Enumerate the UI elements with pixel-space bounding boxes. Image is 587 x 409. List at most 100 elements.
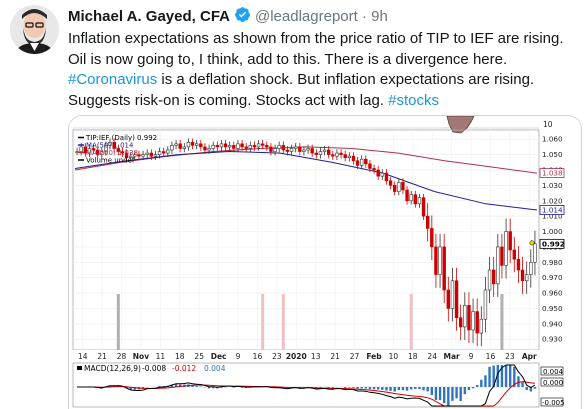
candle-body bbox=[447, 290, 450, 308]
y-tick-label: 1.030 bbox=[542, 181, 563, 190]
candle-body bbox=[199, 144, 202, 147]
macd-histogram-bar bbox=[332, 387, 334, 388]
tweet-time[interactable]: 9h bbox=[371, 8, 388, 25]
hashtag-link[interactable]: #Coronavirus bbox=[68, 71, 157, 88]
macd-histogram-bar bbox=[385, 387, 387, 391]
candle-body bbox=[220, 144, 223, 147]
candle-body bbox=[183, 147, 186, 149]
author-name[interactable]: Michael A. Gayed, CFA bbox=[68, 8, 230, 25]
price-tag-label: 0.992 bbox=[542, 239, 565, 248]
candle-body bbox=[381, 173, 384, 176]
author-avatar[interactable] bbox=[10, 5, 59, 54]
volume-bar bbox=[282, 294, 285, 350]
candle-body bbox=[245, 147, 248, 149]
macd-histogram-bar bbox=[381, 387, 383, 390]
price-tag-label: 1.038 bbox=[542, 169, 563, 178]
macd-histogram-bar bbox=[521, 382, 523, 387]
macd-histogram-bar bbox=[369, 387, 371, 389]
macd-histogram-bar bbox=[393, 387, 395, 392]
candle-body bbox=[80, 147, 83, 152]
candle-body bbox=[327, 150, 330, 155]
x-tick-label: 2020 bbox=[286, 352, 307, 361]
candle-body bbox=[278, 145, 281, 148]
candle-body bbox=[323, 150, 326, 152]
tweet-line: #Coronavirus is a deflation shock. But i… bbox=[68, 70, 580, 91]
last-price-marker bbox=[530, 241, 534, 245]
candle-body bbox=[232, 145, 235, 148]
candle-body bbox=[344, 155, 347, 158]
candle-body bbox=[534, 244, 537, 262]
macd-histogram-bar bbox=[195, 386, 197, 387]
candle-body bbox=[290, 148, 293, 151]
candle-body bbox=[402, 182, 405, 190]
macd-histogram-bar bbox=[468, 387, 470, 390]
price-tag-label: 1.014 bbox=[542, 206, 563, 215]
verified-badge-icon bbox=[234, 6, 251, 27]
candle-body bbox=[150, 153, 153, 156]
macd-histogram-bar bbox=[373, 387, 375, 389]
macd-value: -0.008 bbox=[142, 364, 166, 373]
candle-body bbox=[463, 305, 466, 327]
candle-body bbox=[430, 228, 433, 246]
macd-histogram-bar bbox=[447, 387, 449, 406]
candle-body bbox=[179, 144, 182, 149]
candle-body bbox=[439, 247, 442, 275]
candle-body bbox=[364, 159, 367, 164]
macd-signal-value: -0.012 bbox=[172, 364, 196, 373]
candle-body bbox=[435, 247, 438, 275]
candle-body bbox=[331, 155, 334, 157]
x-tick-label: Mar bbox=[444, 352, 461, 361]
y-tick-label: 1.060 bbox=[542, 135, 563, 144]
macd-histogram-bar bbox=[348, 387, 350, 388]
candle-body bbox=[319, 152, 322, 155]
macd-histogram-bar bbox=[480, 380, 482, 387]
price-chart: 10 0.9300.9400.9500.9600.9700.9800.9901.… bbox=[69, 116, 581, 409]
candle-body bbox=[529, 262, 532, 274]
macd-tag: -0.005 bbox=[542, 399, 565, 407]
tweet-line: Suggests risk-on is coming. Stocks act w… bbox=[68, 91, 580, 112]
x-tick-label: 10 bbox=[389, 352, 399, 361]
macd-histogram-bar bbox=[435, 387, 437, 400]
candle-body bbox=[397, 182, 400, 191]
candle-body bbox=[270, 147, 273, 152]
top-axis-label: 10 bbox=[543, 120, 553, 129]
candle-body bbox=[204, 147, 207, 150]
candle-body bbox=[513, 250, 516, 259]
candle-body bbox=[253, 145, 256, 147]
x-tick-label: 13 bbox=[311, 352, 321, 361]
x-tick-label: 23 bbox=[505, 352, 515, 361]
author-handle[interactable]: @leadlagreport bbox=[255, 8, 358, 25]
candle-body bbox=[348, 156, 351, 158]
macd-histogram-bar bbox=[365, 387, 367, 388]
candle-body bbox=[138, 155, 141, 157]
macd-histogram-bar bbox=[464, 387, 466, 394]
macd-histogram-bar bbox=[476, 385, 478, 387]
candle-body bbox=[352, 156, 355, 161]
x-tick-label: 21 bbox=[330, 352, 340, 361]
macd-histogram-bar bbox=[356, 387, 358, 389]
candle-body bbox=[521, 270, 524, 281]
x-tick-label: 14 bbox=[78, 352, 88, 361]
candle-body bbox=[360, 159, 363, 165]
candle bbox=[422, 194, 425, 220]
x-tick-label: 9 bbox=[469, 352, 474, 361]
macd-histogram-bar bbox=[439, 387, 441, 400]
y-tick-label: 0.980 bbox=[542, 258, 563, 267]
hashtag-link[interactable]: #stocks bbox=[388, 92, 439, 109]
y-tick-label: 1.050 bbox=[542, 150, 563, 159]
candle-body bbox=[212, 145, 215, 148]
x-tick-label: 28 bbox=[117, 352, 127, 361]
candle-body bbox=[237, 144, 240, 149]
macd-histogram-bar bbox=[422, 387, 424, 390]
candle-body bbox=[418, 198, 421, 204]
candle-body bbox=[389, 181, 392, 186]
tweet-media[interactable]: 10 0.9300.9400.9500.9600.9700.9800.9901.… bbox=[68, 115, 582, 409]
candle-body bbox=[426, 216, 429, 228]
macd-histogram-bar bbox=[208, 387, 210, 388]
x-tick-label: 21 bbox=[97, 352, 107, 361]
candle-body bbox=[315, 153, 318, 155]
macd-tag: 0.004 bbox=[543, 368, 564, 376]
macd-histogram-bar bbox=[525, 387, 527, 390]
macd-histogram-bar bbox=[451, 387, 453, 401]
candle-body bbox=[294, 147, 297, 149]
